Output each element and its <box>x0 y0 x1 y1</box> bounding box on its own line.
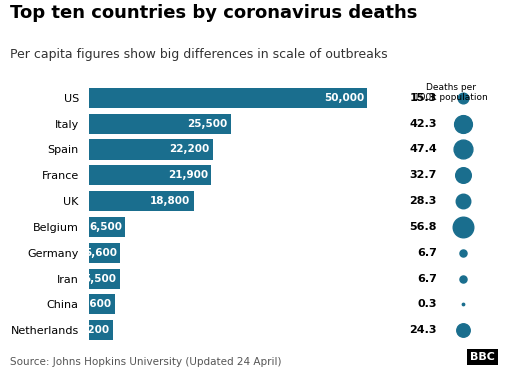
Bar <box>89 191 193 211</box>
Bar <box>89 88 366 108</box>
Text: 32.7: 32.7 <box>409 170 436 180</box>
Bar <box>89 294 115 314</box>
Text: 18,800: 18,800 <box>150 196 190 206</box>
Text: Source: Johns Hopkins University (Updated 24 April): Source: Johns Hopkins University (Update… <box>10 357 281 367</box>
Bar <box>89 139 212 159</box>
Text: Deaths per
100k population: Deaths per 100k population <box>414 83 487 103</box>
Point <box>458 276 466 282</box>
Bar <box>89 243 120 263</box>
Text: 6.7: 6.7 <box>416 273 436 284</box>
Point <box>458 146 466 152</box>
Text: 15.3: 15.3 <box>409 93 436 103</box>
Bar <box>89 217 125 237</box>
Text: 47.4: 47.4 <box>408 144 436 155</box>
Text: 5,600: 5,600 <box>84 248 117 258</box>
Text: 6,500: 6,500 <box>89 222 122 232</box>
Point <box>458 250 466 256</box>
Text: 4,600: 4,600 <box>78 299 111 310</box>
Point <box>458 198 466 204</box>
Text: 5,500: 5,500 <box>83 273 116 284</box>
Bar <box>89 165 211 185</box>
Bar <box>89 320 112 340</box>
Text: 50,000: 50,000 <box>323 93 363 103</box>
Point <box>458 121 466 127</box>
Point <box>458 95 466 101</box>
Point <box>458 224 466 230</box>
Text: 56.8: 56.8 <box>409 222 436 232</box>
Text: 0.3: 0.3 <box>416 299 436 310</box>
Text: 6.7: 6.7 <box>416 248 436 258</box>
Bar <box>89 269 120 289</box>
Text: Per capita figures show big differences in scale of outbreaks: Per capita figures show big differences … <box>10 48 387 61</box>
Text: BBC: BBC <box>469 352 494 362</box>
Text: 25,500: 25,500 <box>187 118 228 129</box>
Point <box>458 172 466 178</box>
Text: 4,200: 4,200 <box>76 325 109 335</box>
Text: 22,200: 22,200 <box>169 144 209 155</box>
Point <box>458 327 466 333</box>
Text: 21,900: 21,900 <box>167 170 207 180</box>
Bar <box>89 114 231 134</box>
Point <box>458 301 466 307</box>
Text: Top ten countries by coronavirus deaths: Top ten countries by coronavirus deaths <box>10 4 417 22</box>
Text: 42.3: 42.3 <box>409 118 436 129</box>
Text: 28.3: 28.3 <box>409 196 436 206</box>
Text: 24.3: 24.3 <box>409 325 436 335</box>
